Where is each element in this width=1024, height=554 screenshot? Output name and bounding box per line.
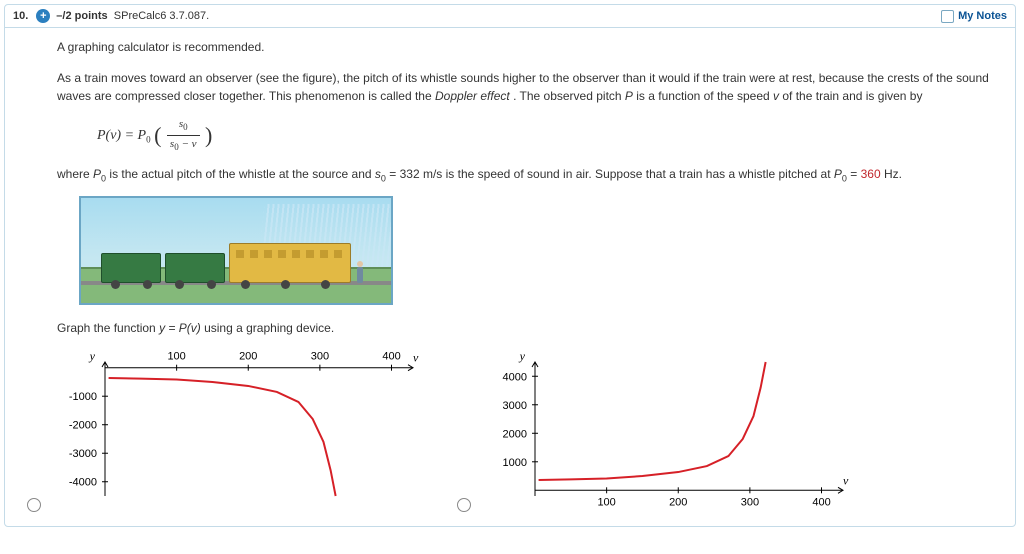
text-seg: using a graphing device.	[204, 321, 334, 335]
text-seg: Hz.	[884, 167, 902, 181]
source-ref: SPreCalc6 3.7.087.	[114, 10, 209, 22]
svg-text:100: 100	[167, 351, 185, 363]
radio-option-1[interactable]	[27, 498, 41, 512]
svg-text:300: 300	[311, 351, 329, 363]
sub: 0	[842, 173, 847, 183]
instruct-eq: y = P(v)	[159, 321, 201, 335]
question-body: A graphing calculator is recommended. As…	[5, 28, 1015, 526]
text-seg: is the actual pitch of the whistle at th…	[109, 167, 375, 181]
graph-option-1: y v 100 200 300 400 -1000 -2000 -3000 -4000	[27, 346, 427, 516]
graph-left: y v 100 200 300 400 -1000 -2000 -3000 -4000	[47, 346, 427, 516]
svg-text:-1000: -1000	[69, 391, 97, 403]
graph-option-2: y v 100 200 300 400 1000 2000 3000 4000	[457, 346, 857, 516]
question-container: 10. + –/2 points SPreCalc6 3.7.087. My N…	[4, 4, 1016, 527]
sub: 0	[381, 173, 386, 183]
note-icon	[941, 10, 954, 23]
expand-icon[interactable]: +	[36, 9, 50, 23]
frac-den-rest: − v	[179, 138, 197, 150]
sub: 0	[146, 134, 151, 144]
var-p0b: P	[834, 167, 842, 181]
text-seg: Graph the function	[57, 321, 159, 335]
my-notes-button[interactable]: My Notes	[941, 10, 1007, 23]
svg-text:-3000: -3000	[69, 448, 97, 460]
svg-text:1000: 1000	[503, 457, 527, 469]
svg-text:2000: 2000	[503, 428, 527, 440]
text-seg: is a function of the speed	[636, 89, 773, 103]
graph-options-row: y v 100 200 300 400 -1000 -2000 -3000 -4000 y v 100…	[27, 346, 989, 516]
svg-text:100: 100	[597, 496, 615, 508]
graph-instruction: Graph the function y = P(v) using a grap…	[57, 319, 989, 338]
var-p: P	[625, 89, 633, 103]
svg-text:v: v	[413, 351, 419, 365]
doppler-term: Doppler effect	[435, 89, 510, 103]
text-seg: =	[850, 167, 860, 181]
p0-value: 360	[861, 167, 881, 181]
points-label: –/2 points SPreCalc6 3.7.087.	[56, 10, 209, 22]
points-value: –/2 points	[56, 10, 107, 22]
text-seg: where	[57, 167, 93, 181]
svg-text:v: v	[843, 473, 849, 487]
svg-text:4000: 4000	[503, 371, 527, 383]
svg-text:-4000: -4000	[69, 477, 97, 489]
radio-option-2[interactable]	[457, 498, 471, 512]
svg-text:200: 200	[239, 351, 257, 363]
question-header: 10. + –/2 points SPreCalc6 3.7.087. My N…	[5, 5, 1015, 28]
recommendation-text: A graphing calculator is recommended.	[57, 38, 989, 57]
my-notes-label: My Notes	[958, 10, 1007, 22]
where-clause: where P0 is the actual pitch of the whis…	[57, 165, 989, 186]
text-seg: of the train and is given by	[782, 89, 922, 103]
svg-text:-2000: -2000	[69, 420, 97, 432]
var-p0: P	[93, 167, 101, 181]
sub: 0	[183, 122, 188, 132]
svg-text:400: 400	[812, 496, 830, 508]
svg-text:300: 300	[741, 496, 759, 508]
problem-statement: As a train moves toward an observer (see…	[57, 69, 989, 106]
graph-right: y v 100 200 300 400 1000 2000 3000 4000	[477, 346, 857, 516]
svg-text:y: y	[89, 349, 96, 363]
formula-lhs: P(v) = P	[97, 128, 146, 143]
question-number: 10.	[13, 10, 28, 22]
svg-text:200: 200	[669, 496, 687, 508]
svg-text:y: y	[519, 349, 526, 363]
svg-text:400: 400	[382, 351, 400, 363]
text-seg: = 332 m/s is the speed of sound in air. …	[389, 167, 834, 181]
svg-text:3000: 3000	[503, 400, 527, 412]
sub: 0	[101, 173, 106, 183]
text-seg: . The observed pitch	[513, 89, 625, 103]
var-v: v	[773, 89, 779, 103]
train-figure	[79, 196, 393, 305]
formula-display: P(v) = P0 ( s0 s0 − v )	[97, 116, 989, 155]
